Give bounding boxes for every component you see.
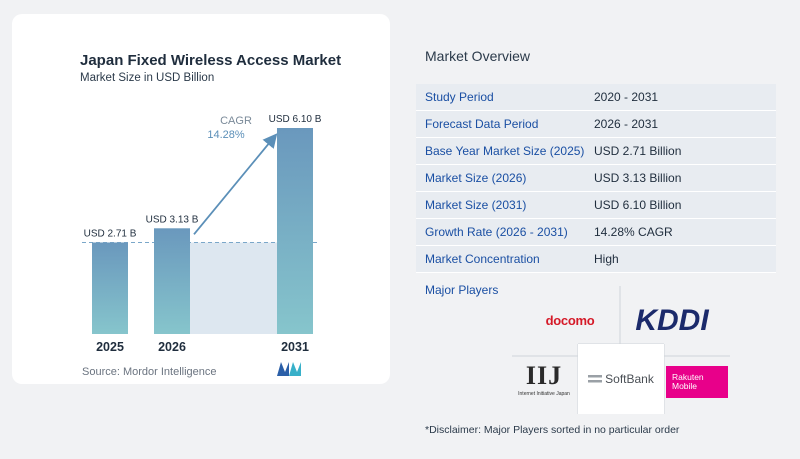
docomo-logo: docomo [545, 312, 595, 328]
row-key: Market Concentration [425, 252, 540, 266]
table-row: Growth Rate (2026 - 2031) 14.28% CAGR [416, 219, 776, 246]
row-value: 14.28% CAGR [594, 225, 673, 239]
bar-2025 [92, 242, 128, 334]
row-value: 2020 - 2031 [594, 90, 659, 104]
cagr-label: CAGR [220, 115, 252, 127]
table-row: Forecast Data Period 2026 - 2031 [416, 111, 776, 138]
chart-title: Japan Fixed Wireless Access Market [80, 52, 342, 69]
bar-chart: USD 2.71 B 2025 USD 3.13 B 2026 USD 6.10 B 20… [82, 114, 322, 354]
rakuten-logo-line2: Mobile [672, 381, 698, 391]
source-note: Source: Mordor Intelligence [82, 366, 217, 378]
softbank-logo: SoftBank [578, 344, 664, 414]
bar-2031 [277, 128, 313, 334]
rakuten-mobile-logo: Rakuten Mobile [666, 366, 728, 398]
market-overview-title: Market Overview [425, 48, 531, 64]
overview-table: Study Period 2020 - 2031 Forecast Data Pe… [416, 84, 776, 273]
data-label-2026: USD 3.13 B [146, 214, 199, 225]
iij-logo-subtext: Internet Initiative Japan [518, 391, 570, 397]
softbank-logo-text: SoftBank [605, 372, 654, 386]
row-value: USD 3.13 Billion [594, 171, 682, 185]
growth-shade-area [190, 242, 277, 334]
disclaimer-note: *Disclaimer: Major Players sorted in no … [425, 424, 680, 436]
table-row: Base Year Market Size (2025) USD 2.71 Bil… [416, 138, 776, 165]
table-row: Market Size (2031) USD 6.10 Billion [416, 192, 776, 219]
bar-2026 [154, 228, 190, 334]
cagr-value: 14.28% [207, 129, 245, 141]
x-tick-2031: 2031 [281, 340, 309, 354]
row-value: USD 6.10 Billion [594, 198, 682, 212]
row-value: USD 2.71 Billion [594, 144, 682, 158]
mordor-logo-icon [277, 362, 301, 376]
row-key: Market Size (2031) [425, 198, 527, 212]
row-key: Base Year Market Size (2025) [425, 144, 585, 158]
table-row: Market Size (2026) USD 3.13 Billion [416, 165, 776, 192]
softbank-stripes-icon [588, 375, 603, 383]
x-tick-2026: 2026 [158, 340, 186, 354]
x-tick-2025: 2025 [96, 340, 124, 354]
row-value: 2026 - 2031 [594, 117, 659, 131]
row-value: High [594, 252, 619, 266]
chart-subtitle: Market Size in USD Billion [80, 72, 215, 84]
row-key: Growth Rate (2026 - 2031) [425, 225, 568, 239]
row-key: Forecast Data Period [425, 117, 539, 131]
row-key: Study Period [425, 90, 494, 104]
table-row: Study Period 2020 - 2031 [416, 84, 776, 111]
kddi-logo-text: KDDI [635, 304, 709, 335]
iij-logo: IIJ Internet Initiative Japan [510, 356, 578, 404]
data-label-2031: USD 6.10 B [269, 114, 322, 125]
iij-logo-text: IIJ [525, 361, 563, 390]
data-label-2025: USD 2.71 B [84, 228, 137, 239]
table-row: Market Concentration High [416, 246, 776, 273]
kddi-logo: KDDI [622, 296, 722, 342]
row-key: Market Size (2026) [425, 171, 527, 185]
rakuten-logo-line1: Rakuten [672, 372, 704, 382]
major-players-title: Major Players [425, 283, 499, 297]
cagr-arrow [193, 133, 278, 235]
